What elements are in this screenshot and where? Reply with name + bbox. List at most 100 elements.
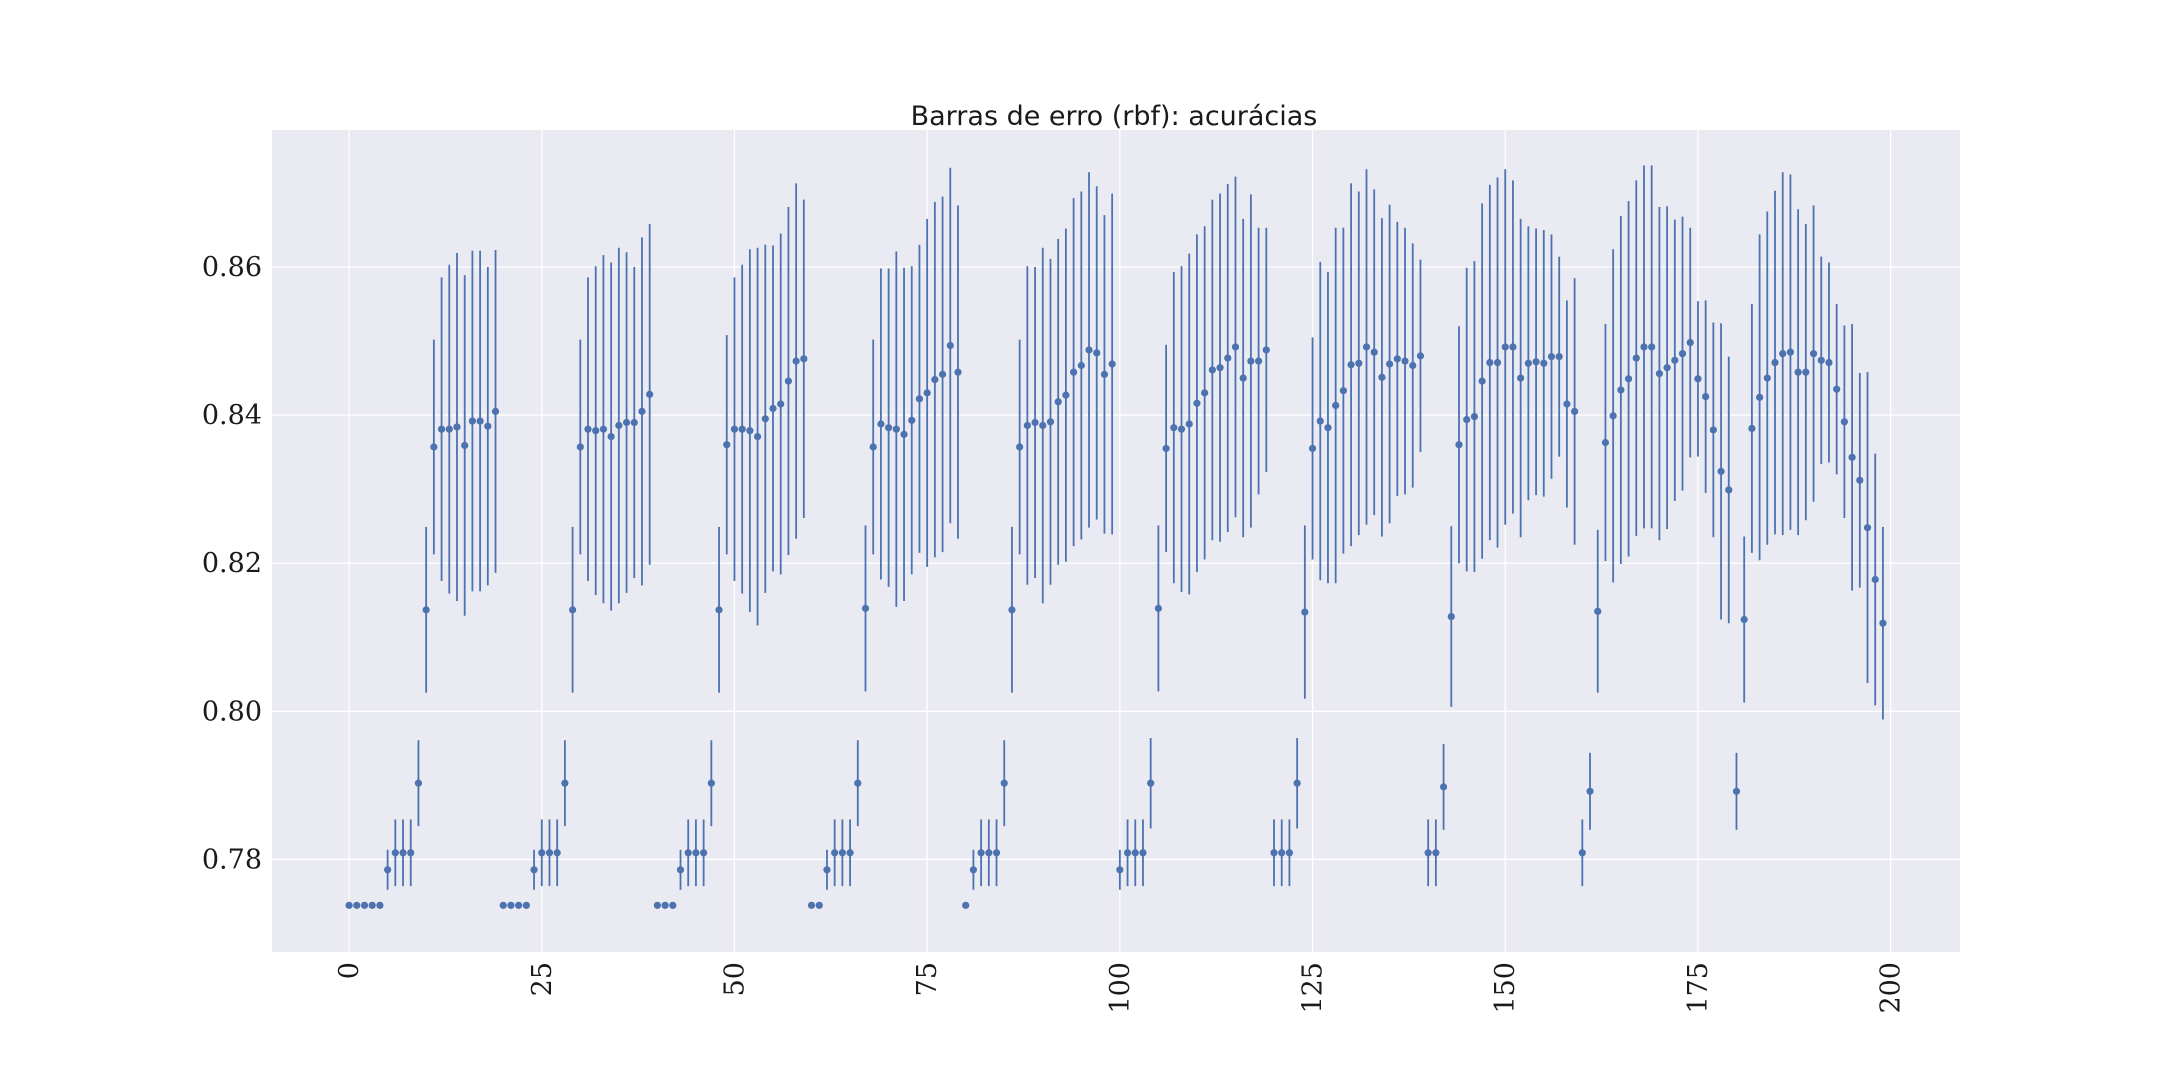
data-point xyxy=(1601,438,1610,447)
data-point xyxy=(399,849,407,857)
data-point xyxy=(1332,401,1340,410)
data-point xyxy=(1848,453,1856,461)
data-point xyxy=(738,425,746,433)
data-point xyxy=(1856,476,1864,484)
data-point xyxy=(1355,359,1363,367)
data-point xyxy=(800,355,808,363)
data-point xyxy=(1663,364,1671,372)
x-tick-label: 50 xyxy=(719,962,750,996)
data-point xyxy=(345,901,353,909)
data-point xyxy=(1054,398,1062,406)
data-point xyxy=(1139,849,1147,857)
x-tick-label: 125 xyxy=(1298,962,1329,1014)
data-point xyxy=(553,849,561,857)
data-point xyxy=(1478,377,1486,385)
data-point xyxy=(1370,348,1378,356)
data-point xyxy=(561,779,569,787)
data-point xyxy=(1085,346,1093,354)
data-point xyxy=(977,849,985,857)
data-point xyxy=(753,432,762,441)
x-tick-label: 175 xyxy=(1683,962,1714,1014)
data-point xyxy=(646,390,654,398)
data-point xyxy=(1285,849,1294,857)
data-point xyxy=(1655,370,1663,378)
data-point xyxy=(622,418,631,427)
data-point xyxy=(861,604,870,612)
data-point xyxy=(360,901,369,909)
data-point xyxy=(1470,412,1479,421)
data-point xyxy=(1779,350,1787,358)
data-point xyxy=(769,404,777,413)
data-point xyxy=(1378,373,1386,381)
data-point xyxy=(507,901,515,909)
data-point xyxy=(1809,350,1818,358)
data-point xyxy=(1501,343,1509,351)
data-point xyxy=(1362,343,1371,351)
data-point xyxy=(630,418,638,427)
data-point xyxy=(353,901,361,909)
data-point xyxy=(815,901,823,909)
data-point xyxy=(1432,849,1440,857)
chart-title: Barras de erro (rbf): acurácias xyxy=(911,101,1318,132)
data-point xyxy=(1517,374,1525,382)
data-point xyxy=(1771,358,1779,367)
data-point xyxy=(1486,358,1494,367)
data-point xyxy=(846,849,854,857)
data-point xyxy=(992,849,1001,857)
data-point xyxy=(1000,779,1008,787)
data-point xyxy=(1185,420,1193,428)
data-point xyxy=(1162,444,1170,453)
x-tick-label: 0 xyxy=(334,962,365,979)
y-axis-ticks: 0.78 0.80 0.82 0.84 0.86 xyxy=(202,252,262,875)
data-point xyxy=(599,425,608,433)
data-point xyxy=(638,407,646,416)
data-point xyxy=(607,432,615,441)
data-point xyxy=(430,443,438,451)
data-point xyxy=(1748,424,1756,433)
data-point xyxy=(1571,407,1579,416)
data-point xyxy=(522,901,530,909)
data-point xyxy=(1247,357,1255,365)
data-point xyxy=(499,901,507,909)
data-point xyxy=(885,424,893,432)
data-point xyxy=(1594,607,1602,615)
data-point xyxy=(1039,421,1047,430)
data-point xyxy=(1825,358,1833,367)
data-point xyxy=(1093,349,1101,357)
data-point xyxy=(1131,849,1139,857)
x-axis-ticks: 0 25 50 75 100 125 150 175 200 xyxy=(334,962,1907,1014)
data-point xyxy=(1763,374,1771,382)
x-tick-label: 200 xyxy=(1876,962,1907,1014)
data-point xyxy=(1231,343,1240,351)
data-point xyxy=(892,425,900,433)
data-point xyxy=(715,606,723,614)
data-point xyxy=(584,425,592,433)
data-point xyxy=(1409,361,1417,370)
data-point xyxy=(1786,348,1795,356)
data-point xyxy=(414,779,423,787)
data-point xyxy=(476,417,484,425)
data-point xyxy=(962,901,970,909)
data-point xyxy=(1339,387,1347,395)
data-point xyxy=(1863,524,1872,532)
data-point xyxy=(515,901,523,909)
data-point xyxy=(692,849,700,857)
data-point xyxy=(1802,368,1810,376)
data-point xyxy=(1509,343,1517,351)
data-point xyxy=(437,425,446,433)
data-point xyxy=(1077,361,1085,370)
data-point xyxy=(1740,615,1748,624)
data-point xyxy=(784,377,793,385)
data-point xyxy=(1208,366,1216,374)
y-tick-label: 0.80 xyxy=(202,696,262,727)
data-point xyxy=(1100,370,1109,378)
data-point xyxy=(869,443,877,451)
data-point xyxy=(1617,386,1625,394)
data-point xyxy=(391,849,399,857)
data-point xyxy=(1678,350,1687,358)
data-point xyxy=(1493,358,1502,367)
data-point xyxy=(838,849,846,857)
data-point xyxy=(1008,606,1016,614)
data-point xyxy=(1648,343,1656,351)
x-tick-label: 75 xyxy=(912,962,943,996)
